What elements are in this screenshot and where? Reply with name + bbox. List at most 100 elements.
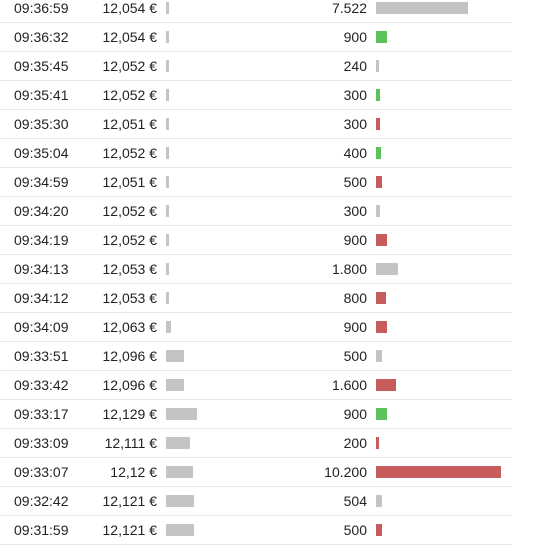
price-bar xyxy=(166,408,197,420)
volume-bar xyxy=(376,31,387,43)
trade-volume: 500 xyxy=(343,174,367,190)
trade-time: 09:34:20 xyxy=(14,203,69,219)
trade-time: 09:34:19 xyxy=(14,232,69,248)
trade-volume: 1.600 xyxy=(331,377,367,393)
trade-volume: 300 xyxy=(343,116,367,132)
trade-time: 09:33:09 xyxy=(14,435,69,451)
trade-row: 09:34:13 12,053 € 1.800 xyxy=(0,255,512,284)
trade-volume: 240 xyxy=(343,58,367,74)
trade-price: 12,121 € xyxy=(102,493,158,509)
price-bar xyxy=(166,147,169,159)
trade-row: 09:33:42 12,096 € 1.600 xyxy=(0,371,512,400)
trade-price: 12,121 € xyxy=(102,522,158,538)
volume-bar xyxy=(376,379,396,391)
price-bar xyxy=(166,118,169,130)
trade-time: 09:34:09 xyxy=(14,319,69,335)
trade-row: 09:36:59 12,054 € 7.522 xyxy=(0,0,512,23)
price-bar xyxy=(166,60,169,72)
trade-time: 09:35:30 xyxy=(14,116,69,132)
volume-bar xyxy=(376,234,387,246)
price-bar xyxy=(166,31,169,43)
trade-volume: 900 xyxy=(343,232,367,248)
trade-row: 09:34:19 12,052 € 900 xyxy=(0,226,512,255)
trade-time: 09:35:41 xyxy=(14,87,69,103)
price-bar xyxy=(166,321,171,333)
trade-row: 09:34:09 12,063 € 900 xyxy=(0,313,512,342)
price-bar xyxy=(166,292,169,304)
trade-time: 09:33:17 xyxy=(14,406,69,422)
trade-row: 09:35:30 12,051 € 300 xyxy=(0,110,512,139)
trade-row: 09:33:07 12,12 € 10.200 xyxy=(0,458,512,487)
trade-price: 12,052 € xyxy=(102,87,158,103)
trade-time: 09:33:51 xyxy=(14,348,69,364)
trade-price: 12,052 € xyxy=(102,145,158,161)
trade-row: 09:34:12 12,053 € 800 xyxy=(0,284,512,313)
trade-price: 12,096 € xyxy=(102,377,158,393)
trade-time: 09:35:45 xyxy=(14,58,69,74)
price-bar xyxy=(166,495,194,507)
trade-price: 12,12 € xyxy=(110,464,157,480)
trade-price: 12,054 € xyxy=(102,0,158,16)
trades-list: 09:36:59 12,054 € 7.522 09:36:32 12,054 € 900… xyxy=(0,0,512,545)
trade-volume: 300 xyxy=(343,203,367,219)
volume-bar xyxy=(376,176,382,188)
trade-time: 09:36:59 xyxy=(14,0,69,16)
volume-bar xyxy=(376,495,382,507)
volume-bar xyxy=(376,466,501,478)
volume-bar xyxy=(376,408,387,420)
volume-bar xyxy=(376,2,468,14)
price-bar xyxy=(166,524,194,536)
trade-volume: 900 xyxy=(343,406,367,422)
volume-bar xyxy=(376,147,381,159)
volume-bar xyxy=(376,60,379,72)
trade-volume: 900 xyxy=(343,319,367,335)
trade-row: 09:34:59 12,051 € 500 xyxy=(0,168,512,197)
volume-bar xyxy=(376,292,386,304)
trade-price: 12,053 € xyxy=(102,290,158,306)
trade-row: 09:36:32 12,054 € 900 xyxy=(0,23,512,52)
volume-bar xyxy=(376,118,380,130)
volume-bar xyxy=(376,205,380,217)
trade-row: 09:35:41 12,052 € 300 xyxy=(0,81,512,110)
volume-bar xyxy=(376,89,380,101)
trade-volume: 900 xyxy=(343,29,367,45)
trade-row: 09:34:20 12,052 € 300 xyxy=(0,197,512,226)
trade-row: 09:33:09 12,111 € 200 xyxy=(0,429,512,458)
trade-volume: 200 xyxy=(343,435,367,451)
trade-volume: 500 xyxy=(343,522,367,538)
price-bar xyxy=(166,89,169,101)
trade-price: 12,054 € xyxy=(102,29,158,45)
price-bar xyxy=(166,350,184,362)
trade-price: 12,051 € xyxy=(102,174,158,190)
volume-bar xyxy=(376,524,382,536)
trade-price: 12,063 € xyxy=(102,319,158,335)
price-bar xyxy=(166,437,190,449)
trade-price: 12,052 € xyxy=(102,58,158,74)
trade-time: 09:34:13 xyxy=(14,261,69,277)
volume-bar xyxy=(376,350,382,362)
trade-volume: 504 xyxy=(343,493,367,509)
volume-bar xyxy=(376,437,379,449)
trade-volume: 7.522 xyxy=(331,0,367,16)
trade-volume: 300 xyxy=(343,87,367,103)
trade-volume: 800 xyxy=(343,290,367,306)
trade-volume: 500 xyxy=(343,348,367,364)
trade-time: 09:32:42 xyxy=(14,493,69,509)
trade-volume: 400 xyxy=(343,145,367,161)
trade-row: 09:35:04 12,052 € 400 xyxy=(0,139,512,168)
trade-price: 12,052 € xyxy=(102,232,158,248)
volume-bar xyxy=(376,263,398,275)
trade-time: 09:33:42 xyxy=(14,377,69,393)
trade-price: 12,111 € xyxy=(104,435,157,451)
price-bar xyxy=(166,466,193,478)
price-bar xyxy=(166,379,184,391)
trade-row: 09:33:17 12,129 € 900 xyxy=(0,400,512,429)
trade-time: 09:31:59 xyxy=(14,522,69,538)
trade-price: 12,129 € xyxy=(102,406,158,422)
trade-row: 09:33:51 12,096 € 500 xyxy=(0,342,512,371)
trade-volume: 10.200 xyxy=(324,464,367,480)
price-bar xyxy=(166,2,169,14)
trade-time: 09:34:12 xyxy=(14,290,69,306)
volume-bar xyxy=(376,321,387,333)
price-bar xyxy=(166,263,169,275)
